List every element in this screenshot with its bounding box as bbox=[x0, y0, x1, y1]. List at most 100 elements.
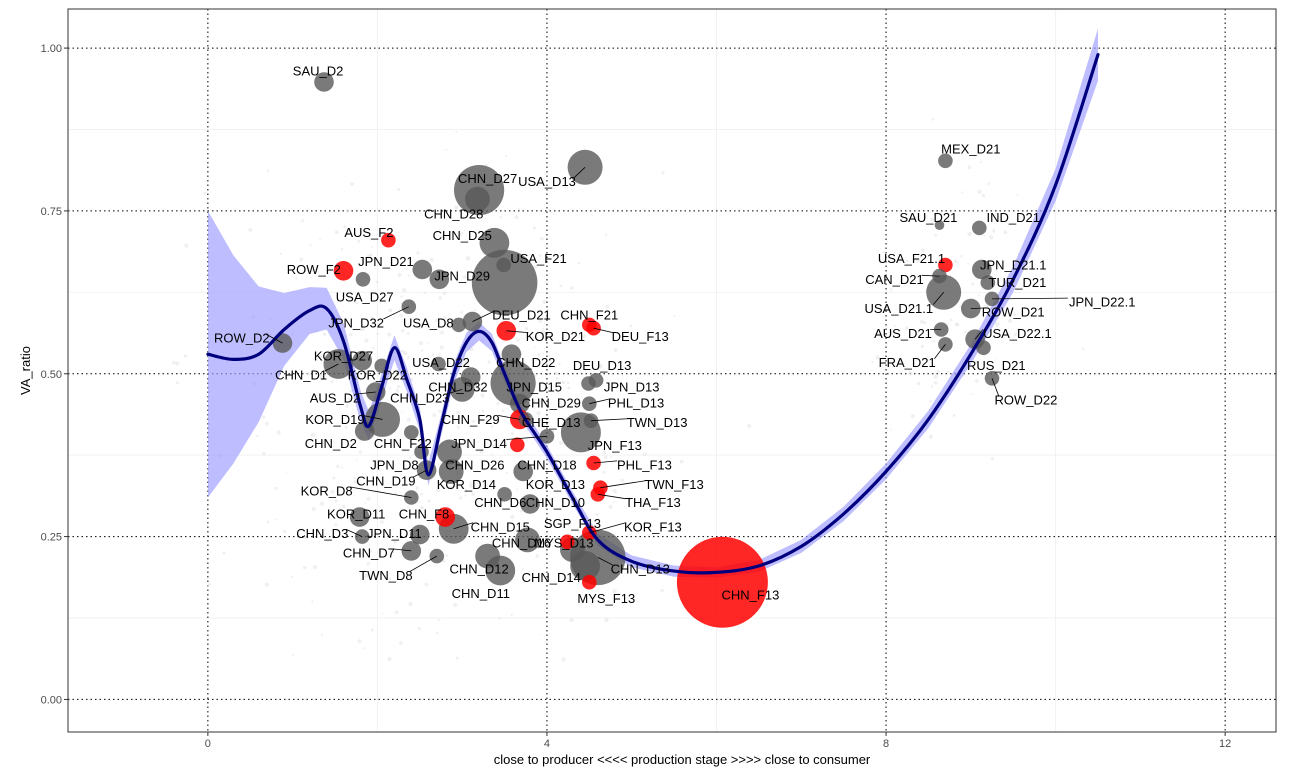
data-point-usa-d8 bbox=[451, 317, 467, 333]
background-point bbox=[917, 332, 919, 335]
point-label: CHN_D23 bbox=[390, 390, 449, 405]
background-point bbox=[971, 392, 974, 395]
point-label: TWN_D8 bbox=[359, 568, 412, 583]
background-point bbox=[555, 377, 559, 381]
background-point bbox=[183, 354, 188, 358]
background-point bbox=[310, 432, 315, 437]
background-point bbox=[345, 404, 349, 408]
data-point-chn-d25 bbox=[479, 227, 510, 258]
background-point bbox=[321, 410, 324, 413]
background-point bbox=[343, 225, 347, 229]
background-point bbox=[952, 413, 956, 417]
background-point bbox=[934, 233, 938, 237]
data-point-usa-d27 bbox=[355, 272, 371, 287]
background-point bbox=[347, 443, 351, 447]
background-point bbox=[436, 488, 441, 493]
panel-border bbox=[67, 8, 1277, 733]
background-point bbox=[364, 338, 369, 343]
data-point-chn-d6 bbox=[497, 487, 512, 502]
data-point-ind-d21 bbox=[972, 220, 987, 236]
data-point-chn-d26 bbox=[437, 439, 462, 465]
smooth-line bbox=[206, 53, 1100, 575]
background-point bbox=[629, 324, 633, 328]
label-leader-line bbox=[358, 391, 376, 395]
background-point bbox=[316, 369, 320, 373]
background-point bbox=[403, 351, 408, 356]
background-point bbox=[262, 451, 266, 456]
background-point bbox=[388, 387, 392, 390]
data-point-row-f2 bbox=[333, 261, 354, 281]
background-point bbox=[875, 355, 880, 360]
point-label: CHN_D16 bbox=[492, 536, 551, 551]
background-point bbox=[564, 329, 567, 332]
background-point bbox=[920, 344, 925, 349]
x-tick-label: 12 bbox=[1219, 738, 1231, 750]
background-point bbox=[256, 435, 259, 438]
background-point bbox=[248, 227, 253, 232]
background-point bbox=[462, 275, 467, 279]
background-point bbox=[360, 327, 365, 332]
background-point bbox=[612, 589, 617, 594]
background-point bbox=[533, 265, 538, 269]
label-leader-line bbox=[350, 486, 412, 498]
background-point bbox=[332, 476, 336, 480]
point-label: CHN_D1 bbox=[275, 368, 327, 383]
background-point bbox=[620, 478, 625, 483]
background-point bbox=[628, 497, 632, 501]
data-point-chn-f8 bbox=[435, 507, 456, 527]
background-point bbox=[395, 389, 400, 393]
data-point-chn-f22 bbox=[404, 425, 419, 440]
label-leader-line bbox=[597, 557, 614, 566]
background-point bbox=[444, 321, 450, 326]
background-point bbox=[926, 303, 930, 308]
point-label: CHN_D25 bbox=[433, 228, 492, 243]
background-point bbox=[301, 219, 305, 223]
background-point bbox=[974, 379, 979, 383]
background-point bbox=[956, 262, 959, 264]
background-point bbox=[610, 456, 613, 459]
point-label: CHN_D10 bbox=[526, 495, 585, 510]
point-label: JPN_D14 bbox=[451, 436, 507, 451]
background-point bbox=[207, 582, 211, 587]
background-point bbox=[460, 310, 463, 314]
background-point bbox=[511, 541, 515, 545]
background-point bbox=[499, 216, 502, 219]
background-point bbox=[604, 233, 608, 237]
background-point bbox=[265, 421, 269, 426]
background-point bbox=[276, 430, 281, 435]
background-point bbox=[566, 381, 570, 385]
background-point bbox=[599, 364, 603, 369]
background-point bbox=[561, 657, 566, 662]
background-point bbox=[413, 511, 417, 515]
background-point bbox=[608, 504, 613, 510]
label-leader-line bbox=[573, 167, 586, 178]
background-point bbox=[336, 464, 340, 468]
background-point bbox=[418, 501, 421, 504]
background-point bbox=[438, 618, 441, 621]
background-point bbox=[418, 341, 424, 346]
point-label: DEU_F13 bbox=[612, 329, 669, 344]
point-label: CAN_D21 bbox=[865, 272, 924, 287]
background-point bbox=[949, 318, 953, 322]
background-point bbox=[937, 211, 940, 214]
background-point bbox=[536, 411, 541, 416]
background-point bbox=[928, 434, 933, 439]
data-point-sau-d21 bbox=[934, 220, 945, 230]
background-point bbox=[410, 466, 412, 469]
label-leader-line bbox=[934, 344, 946, 359]
background-point bbox=[370, 628, 374, 632]
background-point bbox=[933, 381, 938, 385]
background-point bbox=[294, 277, 298, 280]
point-label: FRA_D21 bbox=[879, 355, 936, 370]
background-point bbox=[424, 582, 429, 587]
background-point bbox=[429, 257, 434, 262]
background-point bbox=[266, 520, 270, 524]
data-point-rus-d21 bbox=[976, 340, 991, 356]
background-point bbox=[393, 540, 397, 544]
label-leader-line bbox=[345, 528, 363, 537]
background-point bbox=[379, 520, 384, 524]
background-point bbox=[504, 155, 508, 158]
background-point bbox=[1032, 371, 1036, 374]
background-point bbox=[402, 287, 407, 293]
